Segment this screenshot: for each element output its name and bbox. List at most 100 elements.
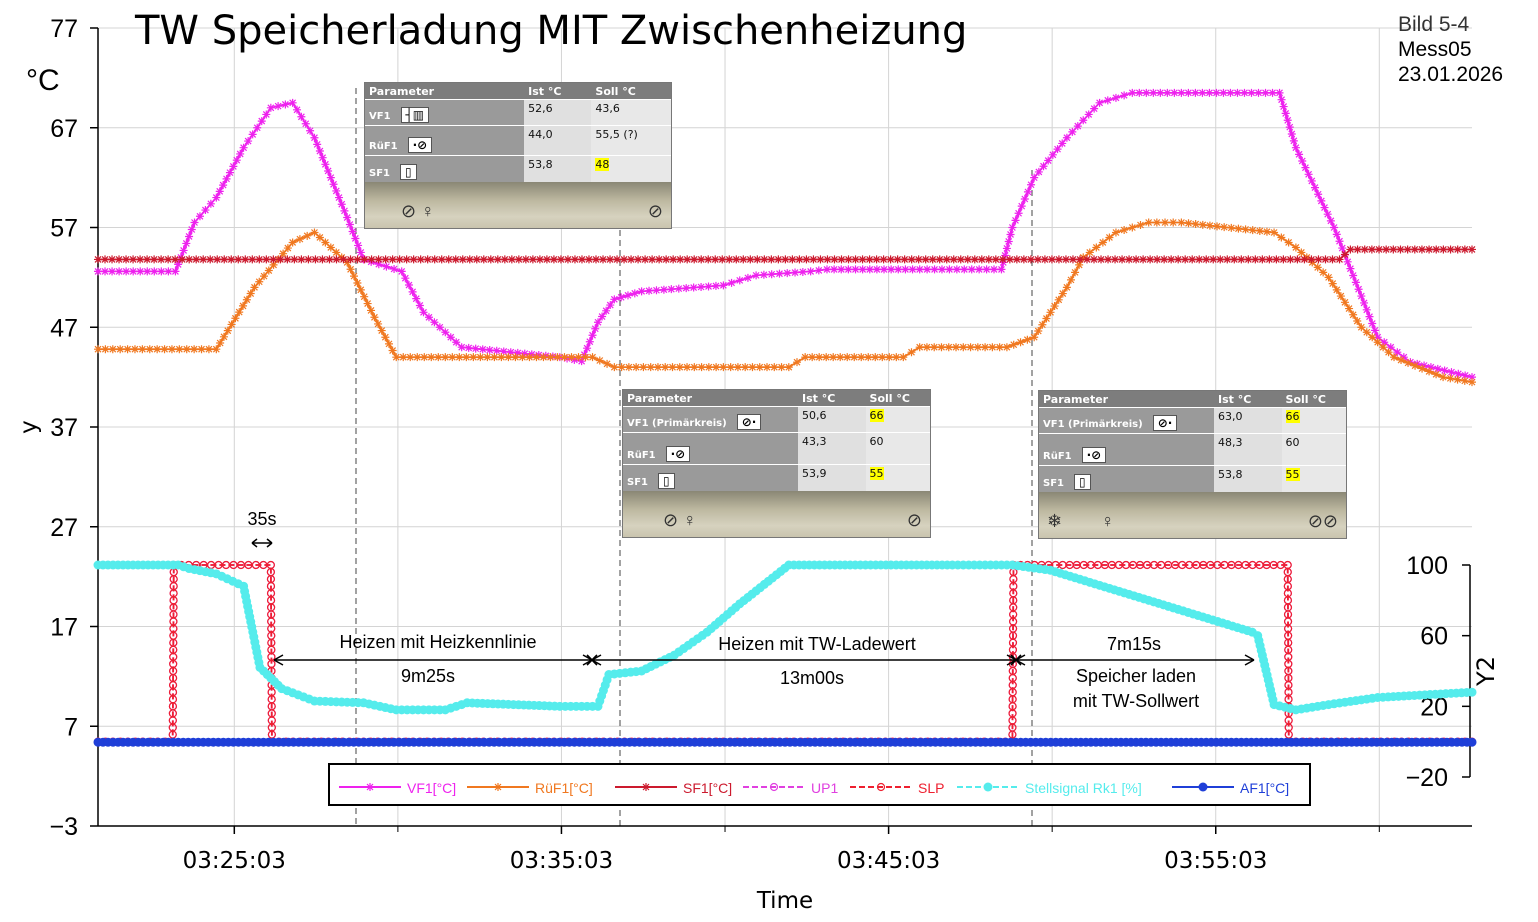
data-point: [1050, 302, 1059, 311]
figure-number: Bild 5-4: [1398, 13, 1470, 36]
data-point: [395, 255, 404, 264]
data-point: [1368, 333, 1377, 342]
data-point: [998, 255, 1007, 264]
data-point: [885, 353, 894, 362]
chart-axes: −3 7 17 27 37 47 57 67 77 03:25:03 03:35:03 03:45:0…: [16, 15, 1500, 914]
data-point: [494, 783, 502, 791]
data-point: [843, 353, 852, 362]
header-ist: Ist °C: [1213, 391, 1282, 408]
data-point: [630, 289, 639, 298]
data-point: [1272, 255, 1281, 264]
data-point: [1046, 308, 1055, 317]
data-point: [798, 267, 807, 276]
data-point: [1293, 255, 1302, 264]
y-tick-label: 37: [50, 414, 78, 442]
data-point: [563, 255, 572, 264]
data-point: [1034, 326, 1043, 335]
data-point: [767, 255, 776, 264]
data-point: [1008, 223, 1017, 232]
data-point: [1020, 195, 1029, 203]
data-point: [1071, 268, 1080, 277]
data-point: [332, 255, 341, 264]
data-point: [1403, 245, 1412, 254]
data-point: [374, 260, 383, 269]
data-point: [641, 255, 650, 264]
data-point: [1291, 143, 1300, 152]
data-point: [639, 363, 648, 372]
data-point: [1255, 226, 1264, 235]
data-point: [318, 153, 327, 162]
data-point: [115, 255, 124, 264]
data-point: [546, 353, 555, 362]
data-point: [337, 200, 346, 209]
data-point: [690, 363, 699, 372]
data-point: [1362, 305, 1371, 314]
data-point: [1453, 245, 1462, 254]
data-point: [201, 206, 210, 215]
display-photo: ❄ ♀ ⊘⊘: [1039, 491, 1346, 538]
data-point: [248, 255, 257, 264]
data-point: [513, 348, 522, 357]
data-point: [185, 232, 194, 241]
data-point: [1275, 88, 1284, 97]
data-point: [420, 353, 429, 362]
data-point: [1152, 218, 1161, 227]
data-point: [310, 133, 319, 142]
data-point: [1420, 361, 1429, 370]
data-point: [894, 265, 903, 274]
data-point: [942, 255, 951, 264]
data-point: [1240, 88, 1249, 97]
series-vf1-c-: [94, 88, 1476, 382]
data-point: [1321, 255, 1330, 264]
data-point: [1177, 88, 1186, 97]
data-point: [1461, 371, 1470, 380]
data-point: [215, 187, 224, 196]
data-point: [175, 345, 184, 354]
data-point: [1254, 88, 1263, 97]
data-point: [1277, 95, 1286, 104]
data-point: [129, 267, 138, 276]
data-point: [1460, 245, 1469, 254]
data-point: [1360, 245, 1369, 254]
data-point: [1446, 245, 1455, 254]
data-point: [150, 267, 159, 276]
data-point: [836, 353, 845, 362]
data-point: [592, 255, 601, 264]
data-point: [1297, 248, 1306, 257]
data-point: [297, 112, 306, 121]
data-point: [231, 314, 240, 323]
data-point: [952, 343, 961, 352]
y-tick-label: 7: [64, 713, 78, 741]
valve-icon: ·⊘: [1081, 447, 1107, 463]
data-point: [295, 235, 304, 244]
data-point: [1040, 255, 1049, 264]
data-point: [1320, 203, 1329, 212]
data-point: [174, 260, 183, 269]
data-point: [1053, 145, 1062, 154]
data-point: [1188, 255, 1197, 264]
valve-icon: ⊘·: [736, 414, 762, 430]
data-point: [653, 363, 662, 372]
data-point: [837, 265, 846, 274]
data-point: [1336, 292, 1345, 301]
data-point: [763, 363, 772, 372]
data-point: [353, 278, 362, 287]
data-point: [1103, 96, 1112, 105]
data-point: [525, 353, 534, 362]
data-point: [1454, 369, 1463, 378]
data-point: [223, 326, 232, 335]
data-point: [197, 345, 206, 354]
data-point: [1375, 245, 1384, 254]
data-point: [581, 353, 590, 362]
data-point: [464, 343, 473, 352]
data-point: [603, 359, 612, 368]
data-point: [923, 265, 932, 274]
data-point: [381, 333, 390, 342]
data-point: [1066, 275, 1075, 284]
measurement-id: Mess05: [1398, 38, 1472, 61]
header-ist: Ist °C: [797, 390, 866, 407]
data-point: [704, 363, 713, 372]
data-point: [606, 301, 615, 310]
data-point: [1023, 335, 1032, 344]
data-point: [795, 255, 804, 264]
